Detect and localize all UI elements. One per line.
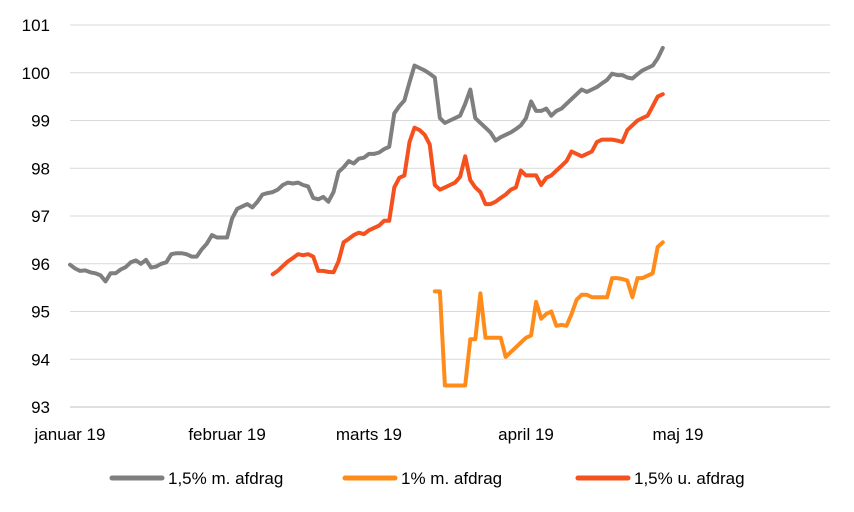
y-tick-label: 99: [31, 112, 50, 131]
y-tick-label: 95: [31, 303, 50, 322]
y-tick-label: 97: [31, 207, 50, 226]
y-tick-label: 101: [22, 16, 50, 35]
x-tick-label: januar 19: [34, 425, 106, 444]
series-line-2: [270, 92, 665, 277]
series-lines: [68, 45, 665, 388]
legend: 1,5% m. afdrag 1% m. afdrag 1,5% u. afdrag: [109, 469, 745, 488]
y-tick-label: 93: [31, 398, 50, 417]
series-line-0: [68, 45, 665, 284]
x-tick-label: april 19: [498, 425, 554, 444]
y-tick-label: 100: [22, 64, 50, 83]
x-tick-label: februar 19: [188, 425, 266, 444]
x-axis-ticks: januar 19 februar 19 marts 19 april 19 maj 1…: [34, 425, 704, 444]
y-tick-label: 98: [31, 159, 50, 178]
x-tick-label: marts 19: [336, 425, 402, 444]
legend-label-2: 1,5% u. afdrag: [634, 469, 745, 488]
legend-label-1: 1% m. afdrag: [401, 469, 502, 488]
y-tick-label: 94: [31, 350, 50, 369]
gridlines: [70, 24, 830, 408]
series-line-1: [432, 240, 665, 388]
legend-label-0: 1,5% m. afdrag: [168, 469, 283, 488]
x-tick-label: maj 19: [652, 425, 703, 444]
y-axis-ticks: 93 94 95 96 97 98 99 100 101: [22, 16, 50, 417]
y-tick-label: 96: [31, 255, 50, 274]
